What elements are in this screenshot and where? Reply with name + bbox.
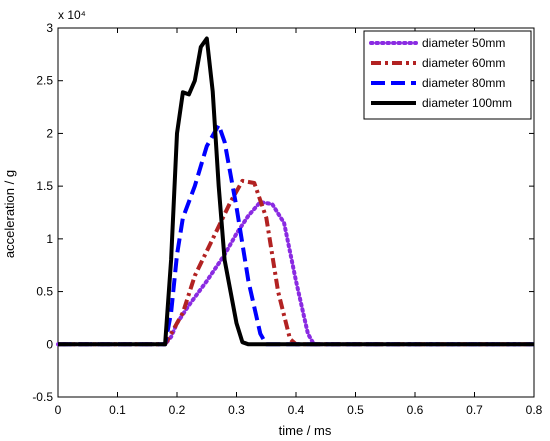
y-tick-label: -0.5: [32, 390, 53, 404]
x-tick-label: 0.7: [466, 403, 483, 417]
series-line-4: [58, 36, 534, 347]
series-line-3: [58, 123, 534, 347]
y-tick-label: 1.5: [36, 179, 53, 193]
x-tick-label: 0.8: [526, 403, 543, 417]
series-lines: [56, 36, 536, 347]
y-axis-label: acceleration / g: [2, 170, 17, 258]
legend-label: diameter 50mm: [422, 36, 505, 50]
y-tick-label: 2.5: [36, 74, 53, 88]
y-exponent-label: x 10⁴: [58, 8, 86, 22]
x-tick-label: 0.5: [347, 403, 364, 417]
x-tick-label: 0.4: [288, 403, 305, 417]
legend-label: diameter 80mm: [422, 76, 505, 90]
legend-label: diameter 60mm: [422, 56, 505, 70]
y-tick-label: 2: [46, 126, 53, 140]
series-line-2: [58, 178, 534, 347]
x-axis-label: time / ms: [279, 423, 332, 438]
x-tick-label: 0: [55, 403, 62, 417]
x-tick-label: 0.2: [169, 403, 186, 417]
y-tick-label: 3: [46, 21, 53, 35]
x-tick-label: 0.3: [228, 403, 245, 417]
x-tick-label: 0.6: [407, 403, 424, 417]
legend-label: diameter 100mm: [422, 96, 512, 110]
y-tick-label: 0.5: [36, 285, 53, 299]
y-tick-label: 0: [46, 337, 53, 351]
legend: diameter 50mm diameter 60mm diameter 80mm d…: [363, 30, 532, 120]
x-tick-label: 0.1: [109, 403, 126, 417]
series-line-1: [56, 200, 536, 347]
y-tick-label: 1: [46, 232, 53, 246]
axes: 0 0.1 0.2 0.3 0.4 0.5 0.6 0.7 0.8-0.500.511.522.…: [32, 21, 542, 417]
